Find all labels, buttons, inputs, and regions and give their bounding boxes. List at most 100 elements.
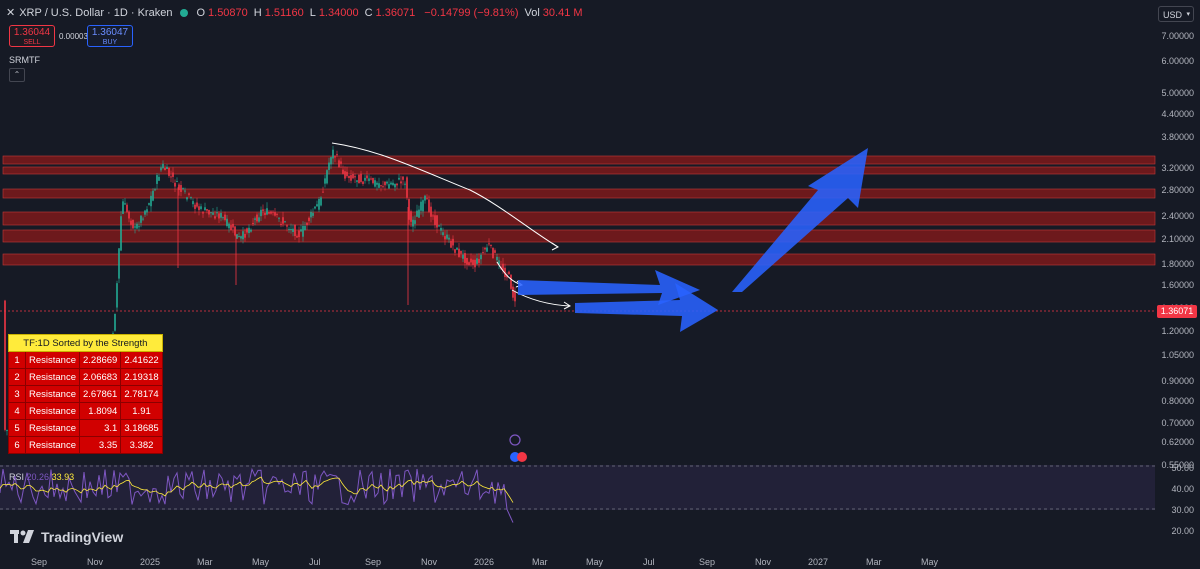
candle-body <box>242 231 244 240</box>
price-tick-label: 2.10000 <box>1161 234 1194 244</box>
candle-body <box>452 238 454 246</box>
candle-body <box>492 247 494 259</box>
time-tick-label: Jul <box>309 557 321 567</box>
candle-body <box>208 209 210 215</box>
candle-body <box>240 236 242 239</box>
candle-body <box>278 217 280 219</box>
candle-body <box>144 210 146 215</box>
candle-body <box>222 217 224 219</box>
candle-body <box>420 201 422 211</box>
collapse-indicators-button[interactable]: ⌃ <box>9 68 25 82</box>
candle-body <box>196 202 198 207</box>
candle-body <box>258 217 260 222</box>
table-row: 3 Resistance 2.67861 2.78174 <box>8 385 163 403</box>
currency-selector[interactable]: USD ▾ <box>1158 6 1194 22</box>
ohlc-key: C <box>364 6 373 19</box>
buy-button[interactable]: 1.36047 BUY <box>87 25 133 47</box>
candle-body <box>442 232 444 236</box>
candle-body <box>460 250 462 254</box>
candle-body <box>130 220 132 225</box>
time-tick-label: Mar <box>532 557 548 567</box>
candle-body <box>206 209 208 211</box>
ohlc-value: 1.51160 <box>264 6 304 19</box>
candle-body <box>330 157 332 165</box>
candle-body <box>328 162 330 170</box>
rsi-legend[interactable]: RSI 20.26 33.93 <box>9 472 74 482</box>
price-tick-label: 0.55000 <box>1161 460 1194 470</box>
candle-body <box>294 224 296 237</box>
candle-body <box>364 177 366 181</box>
candle-body <box>498 260 500 265</box>
candle-body <box>312 212 314 216</box>
candle-body <box>462 254 464 259</box>
candle-body <box>166 166 168 170</box>
sell-button[interactable]: 1.36044 SELL <box>9 25 55 47</box>
buy-price: 1.36047 <box>91 27 129 38</box>
resistance-zone <box>2 211 1156 226</box>
candle-body <box>224 214 226 221</box>
ohlc-item: H 1.51160 <box>254 7 307 19</box>
candle-body <box>194 204 196 209</box>
candle-body <box>476 258 478 264</box>
candle-body <box>490 245 492 247</box>
candle-body <box>444 236 446 240</box>
level-high: 3.382 <box>120 436 163 454</box>
ohlc-item: −0.14799 (−9.81%) <box>421 7 521 19</box>
candle-body <box>468 262 470 266</box>
candle-body <box>290 229 292 231</box>
symbol-title[interactable]: XRP / U.S. Dollar · 1D · Kraken <box>19 6 173 19</box>
candle-body <box>474 259 476 268</box>
support-resistance-table: TF:1D Sorted by the Strength 1 Resistance… <box>8 334 163 454</box>
candle-body <box>332 149 334 159</box>
rsi-tick-label: 30.00 <box>1171 505 1194 515</box>
candle-body <box>200 206 202 209</box>
price-tick-label: 1.60000 <box>1161 280 1194 290</box>
candle-body <box>178 184 180 190</box>
price-tick-label: 0.70000 <box>1161 418 1194 428</box>
ohlc-value: 1.34000 <box>318 6 359 19</box>
time-tick-label: 2027 <box>808 557 829 567</box>
candle-body <box>168 167 170 176</box>
ohlc-value: −0.14799 (−9.81%) <box>424 6 519 19</box>
candle-body <box>510 274 512 289</box>
candlesticks <box>4 145 516 453</box>
time-tick-label: Mar <box>866 557 882 567</box>
sell-label: SELL <box>23 39 41 46</box>
candle-body <box>380 185 382 187</box>
level-high: 2.78174 <box>120 385 163 403</box>
candle-body <box>496 256 498 261</box>
candle-body <box>192 201 194 205</box>
upper-trend-curve <box>331 142 559 248</box>
price-tick-label: 2.80000 <box>1161 185 1194 195</box>
candle-body <box>446 234 448 239</box>
sell-price: 1.36044 <box>13 27 51 38</box>
tradingview-logo[interactable]: TradingView <box>10 529 123 545</box>
candle-body <box>428 199 430 212</box>
ohlc-values: O 1.50870 H 1.51160 L 1.34000 C 1.36071 −0.14799… <box>196 7 588 19</box>
candle-body <box>302 225 304 237</box>
time-tick-label: Sep <box>31 557 48 567</box>
candle-body <box>132 219 134 229</box>
candle-body <box>362 181 364 185</box>
time-tick-label: May <box>252 557 270 567</box>
candle-body <box>318 199 320 210</box>
candle-body <box>198 206 200 211</box>
candle-body <box>478 258 480 263</box>
candle-body <box>320 197 322 206</box>
ohlc-key: H <box>253 6 262 19</box>
table-row: 1 Resistance 2.28669 2.41622 <box>8 351 163 369</box>
candle-body <box>348 175 350 179</box>
rsi-tick-label: 40.00 <box>1171 484 1194 494</box>
time-tick-label: Nov <box>87 557 104 567</box>
row-number: 2 <box>8 368 26 386</box>
row-number: 6 <box>8 436 26 454</box>
time-tick-label: Jul <box>643 557 655 567</box>
close-icon[interactable]: ✕ <box>6 7 16 19</box>
indicator-name[interactable]: SRMTF <box>9 55 40 65</box>
resistance-zone <box>2 166 1156 175</box>
candle-body <box>360 173 362 182</box>
candle-body <box>218 213 220 219</box>
price-tick-label: 1.05000 <box>1161 350 1194 360</box>
